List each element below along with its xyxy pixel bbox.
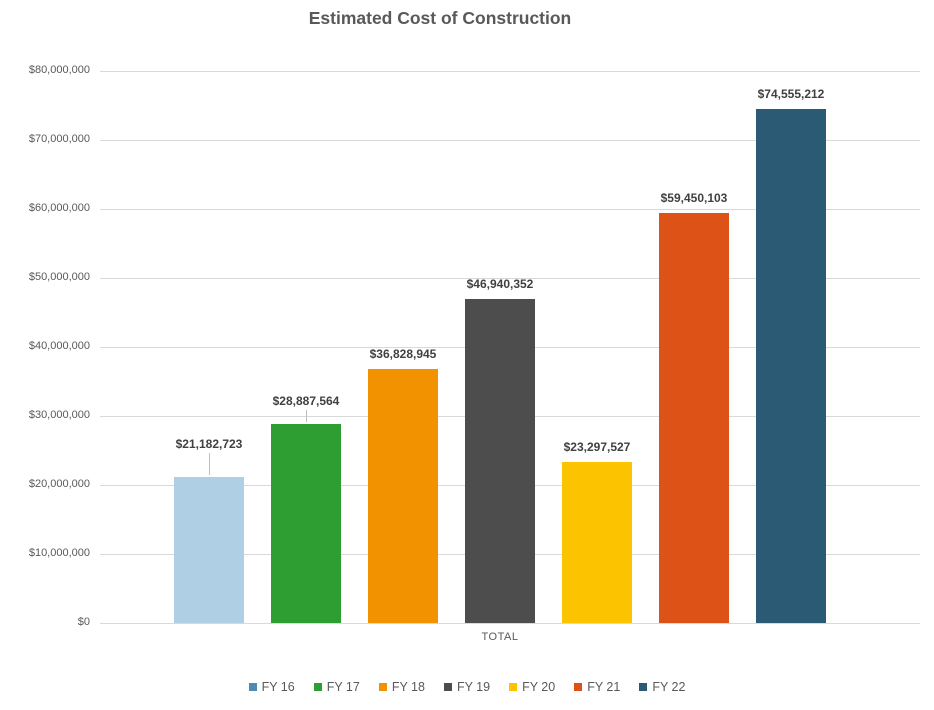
gridline: [100, 140, 920, 141]
bar-value-label: $74,555,212: [757, 87, 825, 101]
gridline: [100, 278, 920, 279]
bar-value-label: $21,182,723: [175, 437, 243, 451]
legend-label: FY 22: [652, 680, 686, 694]
legend-label: FY 16: [261, 680, 295, 694]
gridline: [100, 209, 920, 210]
y-axis-tick-label: $10,000,000: [28, 547, 90, 559]
plot-area: $21,182,723 $28,887,564 $36,828,945 $46,940…: [100, 71, 920, 624]
legend-label: FY 19: [456, 680, 491, 694]
y-axis-tick-label: $40,000,000: [28, 340, 90, 352]
y-axis-tick-label: $80,000,000: [28, 64, 90, 76]
legend-item-fy-16: FY 16: [248, 680, 295, 694]
bar-fy-22: [756, 109, 826, 623]
y-axis-tick-label: $20,000,000: [28, 478, 90, 490]
bar-value-label: $59,450,103: [660, 191, 728, 205]
legend-swatch-icon: [443, 683, 452, 691]
y-axis-tick-label: $0: [77, 616, 90, 628]
y-axis-tick-label: $50,000,000: [28, 271, 90, 283]
legend-swatch-icon: [509, 683, 518, 691]
legend-swatch-icon: [574, 683, 583, 691]
bar-fy-19: [465, 299, 535, 623]
y-axis-tick-label: $60,000,000: [28, 202, 90, 214]
legend-swatch-icon: [639, 683, 648, 691]
chart-title: Estimated Cost of Construction: [308, 8, 572, 28]
x-axis-category-label: TOTAL: [481, 631, 519, 643]
bar-value-label: $36,828,945: [369, 347, 437, 361]
bar-value-label: $23,297,527: [563, 440, 631, 454]
legend-swatch-icon: [313, 683, 322, 691]
chart-legend: FY 16 FY 17 FY 18 FY 19 FY 20 FY 21 FY 22: [0, 680, 934, 694]
gridline: [100, 71, 920, 72]
legend-item-fy-20: FY 20: [509, 680, 555, 694]
legend-label: FY 21: [587, 680, 621, 694]
bar-fy-18: [368, 369, 438, 623]
legend-swatch-icon: [248, 683, 257, 691]
data-label-leader-line: [209, 453, 210, 475]
legend-item-fy-18: FY 18: [378, 680, 425, 694]
bar-fy-16: [174, 477, 244, 623]
legend-swatch-icon: [378, 683, 387, 691]
bar-value-label: $46,940,352: [466, 277, 534, 291]
legend-item-fy-17: FY 17: [313, 680, 360, 694]
y-axis-tick-label: $30,000,000: [28, 409, 90, 421]
bar-value-label: $28,887,564: [272, 394, 340, 408]
bar-fy-21: [659, 213, 729, 623]
bar-fy-17: [271, 424, 341, 623]
legend-label: FY 18: [391, 680, 425, 694]
data-label-leader-line: [306, 410, 307, 422]
legend-item-fy-22: FY 22: [639, 680, 685, 694]
bar-fy-20: [562, 462, 632, 623]
gridline: [100, 623, 920, 624]
legend-label: FY 20: [522, 680, 556, 694]
legend-label: FY 17: [326, 680, 360, 694]
legend-item-fy-19: FY 19: [443, 680, 491, 694]
legend-item-fy-21: FY 21: [574, 680, 620, 694]
y-axis-tick-label: $70,000,000: [28, 133, 90, 145]
